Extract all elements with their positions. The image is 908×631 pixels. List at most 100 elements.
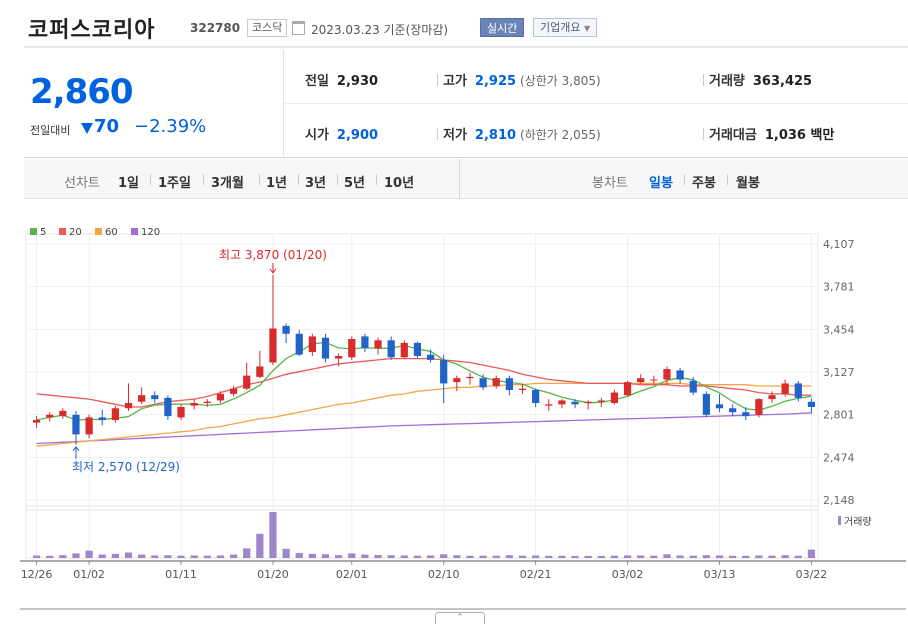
y-tick-label: 2,474 — [823, 451, 855, 464]
separator — [337, 174, 338, 185]
period-1w[interactable]: 1주일 — [158, 176, 191, 191]
x-tick-label: 12/26 — [21, 568, 53, 581]
volume-bar — [203, 555, 211, 558]
candle-body — [72, 414, 80, 435]
chart-collapse-handle[interactable]: ⌃ — [435, 612, 485, 624]
candle-body — [400, 342, 408, 358]
candle-body — [597, 400, 605, 402]
candle-weekly[interactable]: 주봉 — [692, 176, 716, 191]
volume-bar — [164, 555, 172, 558]
x-tick-label: 03/02 — [612, 568, 644, 581]
separator — [298, 174, 299, 185]
legend-swatch — [30, 228, 37, 235]
title-row: 코퍼스코리아 322780 코스닥 2023.03.23 기준(장마감) 실시간… — [28, 10, 908, 44]
volume-bar — [361, 554, 369, 558]
volume-bar — [466, 555, 474, 558]
separator — [259, 174, 260, 185]
volume-bar — [138, 554, 146, 558]
candle-body — [571, 401, 579, 405]
x-tick-label: 01/11 — [165, 568, 197, 581]
high-label: 고가 — [443, 74, 467, 89]
volume-plot-frame — [25, 505, 819, 559]
volume-bar — [623, 555, 632, 558]
volume-bar — [742, 555, 750, 558]
calendar-icon — [292, 21, 305, 35]
candle-body — [243, 375, 251, 389]
candle-body — [151, 395, 159, 400]
period-1d[interactable]: 1일 — [118, 176, 140, 191]
stat-prev-close: 전일 2,930 — [305, 70, 378, 89]
low-label: 저가 — [443, 128, 467, 143]
separator — [727, 174, 728, 185]
y-tick-label: 4,107 — [823, 238, 855, 251]
candle-body — [32, 420, 41, 423]
volume-bar — [308, 553, 316, 558]
candle-body — [440, 359, 448, 384]
company-name: 코퍼스코리아 — [28, 18, 156, 43]
candle-body — [545, 404, 553, 406]
legend-label: 5 — [40, 227, 46, 238]
candle-body — [124, 403, 133, 409]
stat-open: 시가 2,900 — [305, 124, 378, 143]
period-3y[interactable]: 3년 — [305, 176, 327, 191]
separator — [684, 174, 685, 185]
volume-bar — [794, 555, 802, 558]
low-value: 2,810 — [474, 128, 517, 143]
volume-bar — [715, 555, 724, 558]
candle-body — [426, 354, 435, 360]
low-arrow-icon — [72, 446, 80, 459]
change-label: 전일대비 — [30, 124, 71, 137]
stat-high: 고가 2,925 (상한가 3,805) — [443, 70, 601, 89]
volume-bar — [637, 555, 645, 558]
candle-daily[interactable]: 일봉 — [649, 176, 673, 191]
x-tick-label: 02/10 — [428, 568, 460, 581]
volume-bar — [229, 554, 238, 558]
candle-body — [98, 417, 106, 421]
volume-bar — [663, 554, 671, 558]
line-chart-label: 선차트 — [64, 176, 100, 191]
price-stats: 전일 2,930 고가 2,925 (상한가 3,805) 거래량 363,425 시가… — [285, 50, 908, 158]
current-price: 2,860 — [30, 72, 134, 112]
period-3m[interactable]: 3개월 — [211, 176, 244, 191]
candle-body — [203, 401, 211, 404]
realtime-button[interactable]: 실시간 — [480, 18, 525, 37]
period-1y[interactable]: 1년 — [266, 176, 288, 191]
volume-bar — [98, 554, 106, 558]
volume-bar — [413, 555, 422, 558]
candle-body — [348, 339, 356, 358]
volume-bar — [492, 555, 500, 558]
period-5y[interactable]: 5년 — [344, 176, 366, 191]
volume-bar — [426, 555, 435, 558]
volume-bar — [387, 555, 395, 558]
candle-body — [492, 378, 500, 387]
volume-bar — [532, 555, 540, 558]
legend-swatch — [59, 228, 66, 235]
volume-bar — [321, 554, 330, 558]
x-tick-label: 02/01 — [336, 568, 368, 581]
candle-body — [518, 388, 527, 390]
volume-bar — [190, 555, 198, 558]
candle-body — [715, 404, 724, 409]
top-divider — [24, 46, 908, 48]
candle-body — [321, 337, 330, 359]
candle-body — [689, 380, 697, 393]
candle-body — [466, 376, 474, 379]
volume-bar — [702, 555, 710, 558]
prev-close-value: 2,930 — [336, 74, 379, 89]
candle-monthly[interactable]: 월봉 — [736, 176, 760, 191]
period-10y[interactable]: 10년 — [384, 176, 415, 191]
volume-bar — [558, 555, 566, 558]
volume-bar — [453, 555, 461, 558]
x-tick-label: 02/21 — [520, 568, 552, 581]
volume-bar — [755, 555, 763, 558]
volume-bar — [610, 555, 619, 558]
stock-chart[interactable]: 4,107 3,781 3,454 3,127 2,801 2,474 2,148 12/26… — [0, 200, 908, 610]
legend-label: 120 — [141, 227, 160, 238]
candle-body — [584, 401, 592, 404]
separator — [437, 74, 438, 86]
candle-body — [755, 399, 763, 415]
volume-bar — [32, 555, 41, 558]
lower-limit: (하한가 2,055) — [520, 128, 601, 142]
company-info-dropdown[interactable]: 기업개요 ▼ — [533, 18, 598, 37]
legend-swatch — [131, 228, 138, 235]
